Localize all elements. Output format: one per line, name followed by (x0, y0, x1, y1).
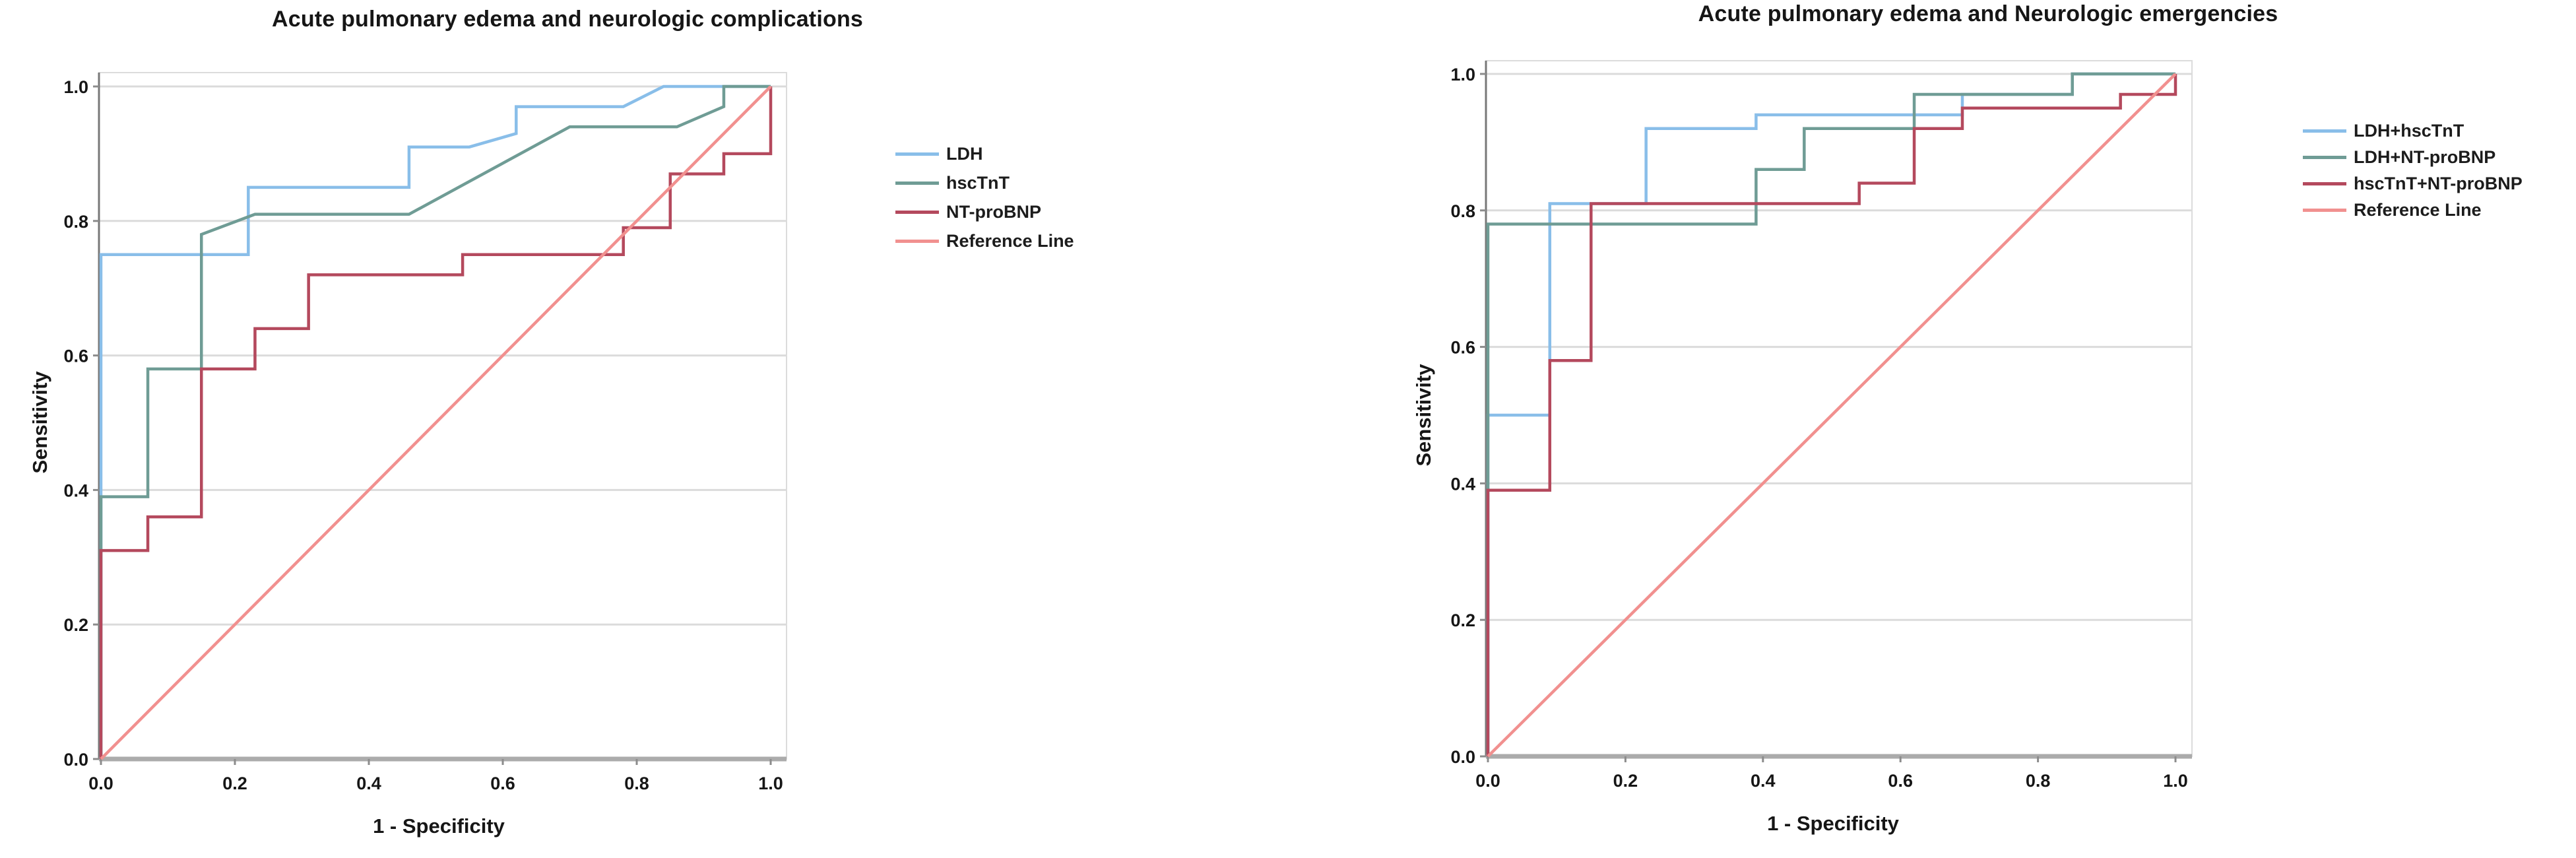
legend-right: LDH+hscTnT LDH+NT-proBNP hscTnT+NT-proBN… (2303, 117, 2523, 223)
y-tick-label: 0.6 (63, 346, 88, 366)
y-tick-label: 1.0 (1450, 65, 1475, 84)
legend-label: LDH+NT-proBNP (2354, 147, 2496, 167)
y-tick-label: 0.4 (63, 480, 88, 500)
legend-label: LDH+hscTnT (2354, 120, 2464, 141)
x-tick-label: 0.4 (1751, 771, 1776, 791)
y-tick-label: 0.8 (63, 212, 88, 232)
y-tick-label: 0.6 (1450, 338, 1475, 358)
x-tick-label: 0.8 (624, 774, 649, 793)
x-tick-label: 1.0 (758, 774, 783, 793)
legend-line-icon (2303, 129, 2346, 133)
x-axis-label-right: 1 - Specificity (1767, 812, 1899, 835)
series-curve-hsctnt-nt-probnp (1486, 74, 2177, 756)
series-curve-hsctnt (99, 84, 771, 759)
y-tick-label: 0.8 (1450, 201, 1475, 221)
legend-line-icon (895, 210, 939, 214)
legend-line-icon (895, 239, 939, 243)
x-axis-label-left: 1 - Specificity (373, 814, 505, 838)
legend-label: NT-proBNP (946, 201, 1041, 222)
y-tick-label: 0.0 (1450, 747, 1475, 767)
series-curve-ldh-nt-probnp (1486, 72, 2175, 756)
legend-item: Reference Line (2303, 197, 2523, 223)
series-curve-nt-probnp (99, 86, 773, 759)
legend-line-icon (895, 181, 939, 185)
legend-label: hscTnT (946, 172, 1010, 193)
y-tick-label: 0.2 (1450, 610, 1475, 630)
x-tick-label: 1.0 (2163, 771, 2188, 791)
x-tick-label: 0.2 (1613, 771, 1638, 791)
legend-item: LDH+NT-proBNP (2303, 144, 2523, 170)
legend-line-icon (2303, 208, 2346, 212)
legend-item: Reference Line (895, 226, 1074, 255)
legend-line-icon (895, 152, 939, 156)
legend-line-icon (2303, 155, 2346, 159)
chart-title-left: Acute pulmonary edema and neurologic com… (271, 7, 864, 32)
y-tick-label: 0.2 (63, 615, 88, 635)
legend-label: LDH (946, 143, 983, 164)
legend-label: Reference Line (946, 230, 1074, 251)
y-axis-label-left: Sensitivity (28, 371, 51, 474)
y-tick-label: 0.0 (63, 750, 88, 770)
y-axis-label-right: Sensitivity (1412, 364, 1435, 467)
legend-label: Reference Line (2354, 199, 2482, 220)
x-tick-label: 0.6 (1888, 771, 1913, 791)
legend-label: hscTnT+NT-proBNP (2354, 173, 2523, 193)
x-tick-label: 0.2 (222, 774, 247, 793)
legend-line-icon (2303, 182, 2346, 185)
series-curve-reference-line (1487, 73, 2177, 758)
x-tick-label: 0.6 (490, 774, 515, 793)
chart-title-right: Acute pulmonary edema and Neurologic eme… (1698, 1, 2278, 26)
x-tick-label: 0.0 (1475, 771, 1500, 791)
legend-item: LDH (895, 139, 1074, 168)
legend-item: LDH+hscTnT (2303, 117, 2523, 144)
legend-item: NT-proBNP (895, 197, 1074, 226)
series-curve-reference-line (100, 85, 772, 760)
series-curve-ldh (99, 84, 771, 759)
y-tick-label: 1.0 (63, 77, 88, 97)
y-tick-label: 0.4 (1450, 474, 1475, 494)
x-tick-label: 0.4 (356, 774, 381, 793)
legend-item: hscTnT+NT-proBNP (2303, 170, 2523, 197)
legend-left: LDH hscTnT NT-proBNP Reference Line (895, 139, 1074, 255)
legend-item: hscTnT (895, 168, 1074, 197)
x-tick-label: 0.8 (2026, 771, 2051, 791)
x-tick-label: 0.0 (88, 774, 113, 793)
